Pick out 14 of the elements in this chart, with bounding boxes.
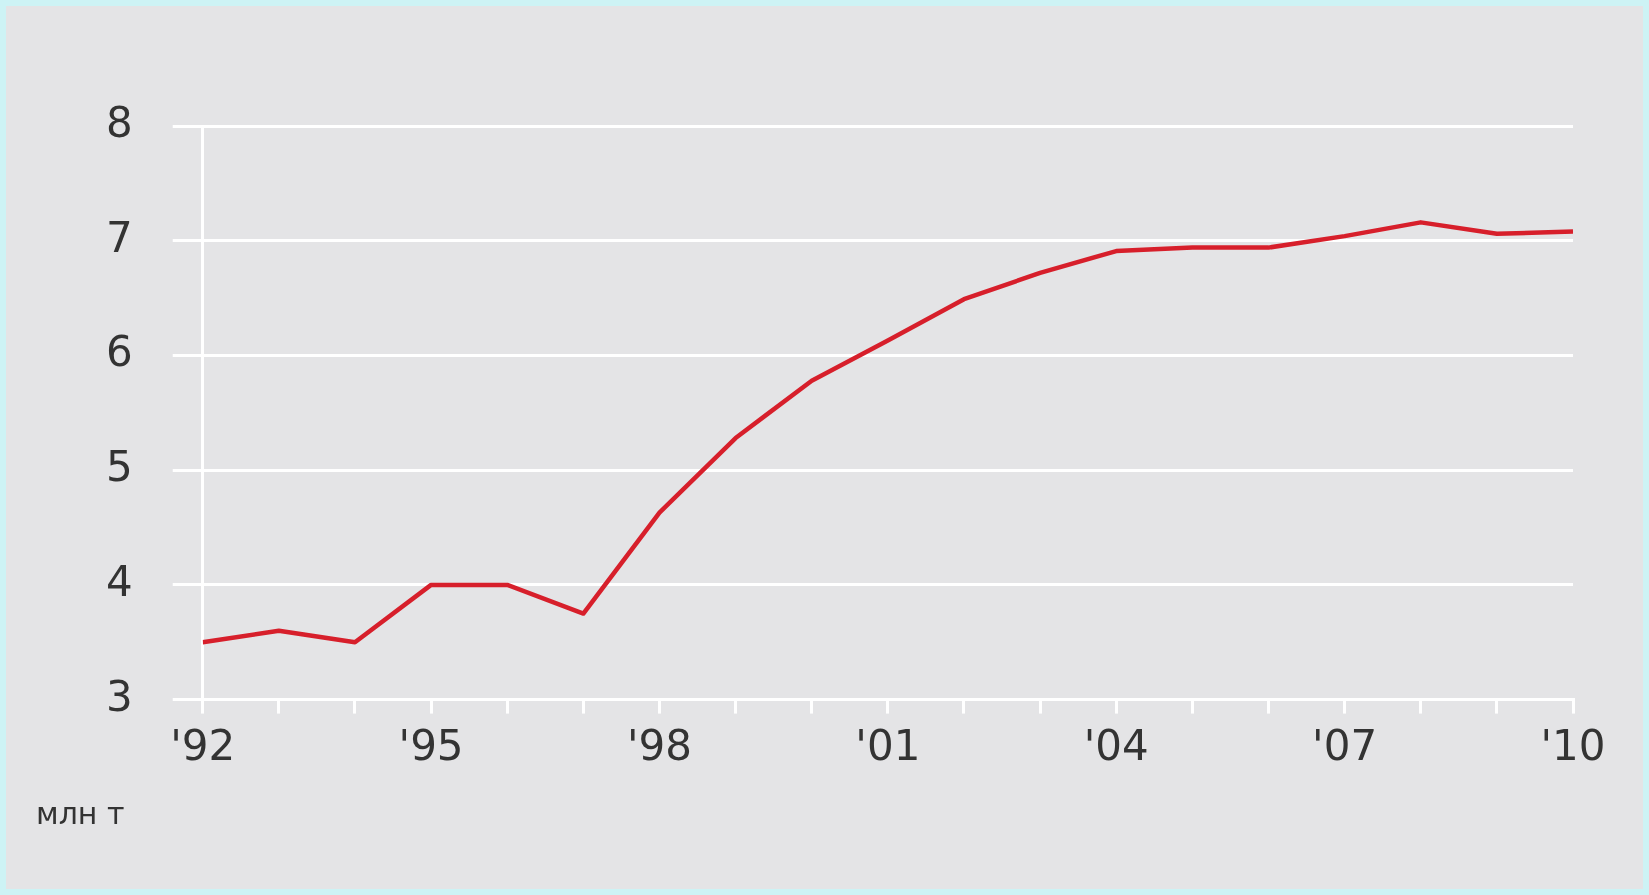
y-tick-label: 4 bbox=[105, 556, 133, 606]
x-tick-label: '95 bbox=[398, 720, 464, 770]
y-tick-label: 8 bbox=[105, 97, 133, 147]
x-tick-label: '92 bbox=[170, 720, 236, 770]
x-tick-label: '07 bbox=[1312, 720, 1378, 770]
y-tick-label: 6 bbox=[105, 327, 133, 377]
y-tick-label: 7 bbox=[105, 212, 133, 262]
x-tick-label: '10 bbox=[1540, 720, 1606, 770]
y-axis-title: млн т bbox=[36, 796, 125, 831]
y-tick-label: 3 bbox=[105, 671, 133, 721]
x-tick-label: '04 bbox=[1083, 720, 1149, 770]
y-tick-label: 5 bbox=[105, 442, 133, 492]
x-tick-label: '01 bbox=[855, 720, 921, 770]
x-tick-label: '98 bbox=[626, 720, 692, 770]
